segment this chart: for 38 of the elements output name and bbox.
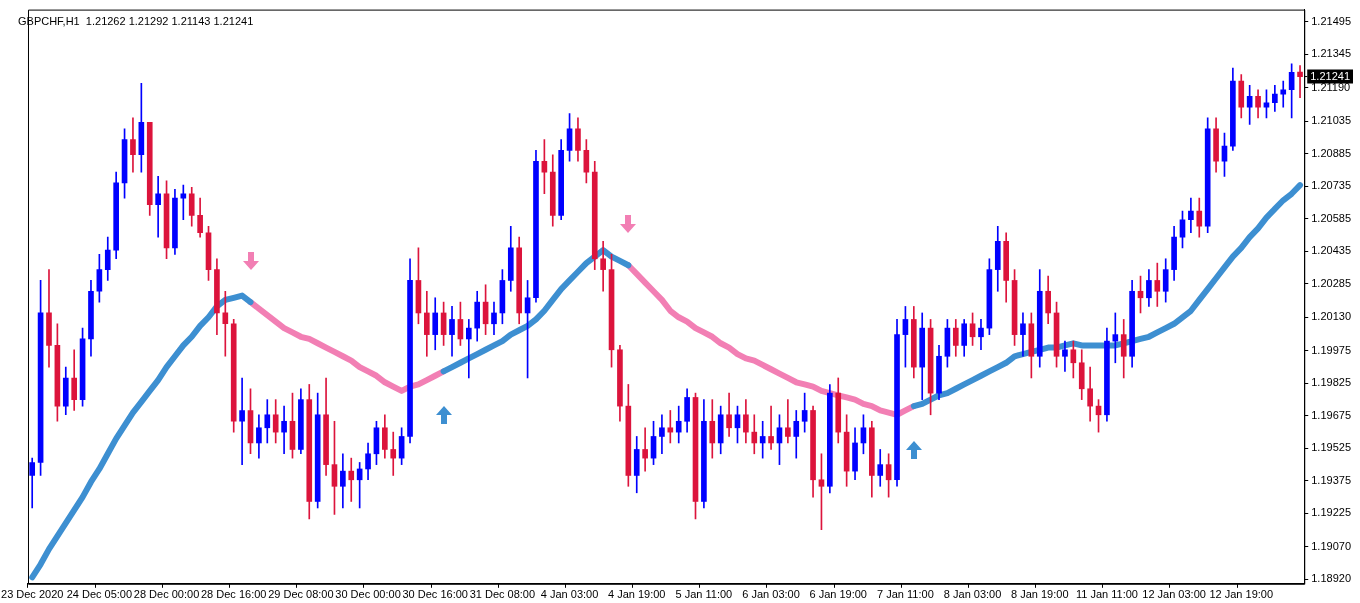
- y-tick-label: 1.19225: [1311, 506, 1351, 519]
- y-tick-label: 1.19975: [1311, 343, 1351, 356]
- x-tick-label: 30 Dec 00:00: [335, 588, 401, 601]
- y-tick-label: 1.21495: [1311, 14, 1351, 27]
- x-tick-label: 4 Jan 03:00: [540, 588, 599, 601]
- x-tick-label: 11 Jan 11:00: [1075, 588, 1138, 601]
- y-tick-label: 1.19675: [1311, 408, 1351, 421]
- y-tick-label: 1.18920: [1311, 572, 1351, 585]
- x-tick-label: 31 Dec 08:00: [469, 588, 536, 601]
- x-tick-label: 28 Dec 16:00: [200, 588, 267, 601]
- x-tick-label: 6 Jan 19:00: [809, 588, 867, 601]
- x-tick-label: 4 Jan 19:00: [607, 588, 666, 601]
- y-tick-label: 1.19070: [1311, 540, 1351, 552]
- y-tick-label: 1.20285: [1311, 276, 1351, 289]
- y-tick-label: 1.20130: [1311, 310, 1351, 323]
- x-tick-label: 28 Dec 00:00: [133, 588, 200, 601]
- x-tick-label: 23 Dec 2020: [1, 588, 64, 601]
- y-tick-label: 1.21035: [1311, 114, 1351, 127]
- x-tick-label: 8 Jan 03:00: [943, 588, 1002, 601]
- x-tick-label: 5 Jan 11:00: [675, 588, 733, 601]
- y-tick-label: 1.21190: [1311, 80, 1351, 93]
- y-tick-label: 1.19825: [1311, 376, 1351, 389]
- x-tick-label: 7 Jan 11:00: [877, 588, 934, 601]
- y-tick-label: 1.19375: [1311, 473, 1351, 486]
- text: 1.21241: [1310, 69, 1350, 82]
- x-tick-label: 30 Dec 16:00: [402, 588, 468, 601]
- x-tick-label: 6 Jan 03:00: [742, 588, 800, 601]
- x-tick-label: 24 Dec 05:00: [66, 588, 133, 601]
- x-tick-label: 12 Jan 19:00: [1209, 588, 1274, 601]
- y-tick-label: 1.20435: [1311, 244, 1351, 257]
- y-tick-label: 1.20585: [1311, 211, 1351, 224]
- x-tick-label: 29 Dec 08:00: [268, 588, 334, 601]
- y-tick-label: 1.21345: [1311, 47, 1351, 60]
- y-tick-label: 1.19525: [1311, 441, 1351, 454]
- y-tick-label: 1.20885: [1311, 146, 1351, 159]
- x-tick-label: 8 Jan 19:00: [1011, 588, 1069, 601]
- x-tick-label: 12 Jan 03:00: [1142, 588, 1206, 601]
- y-tick-label: 1.20735: [1311, 179, 1351, 192]
